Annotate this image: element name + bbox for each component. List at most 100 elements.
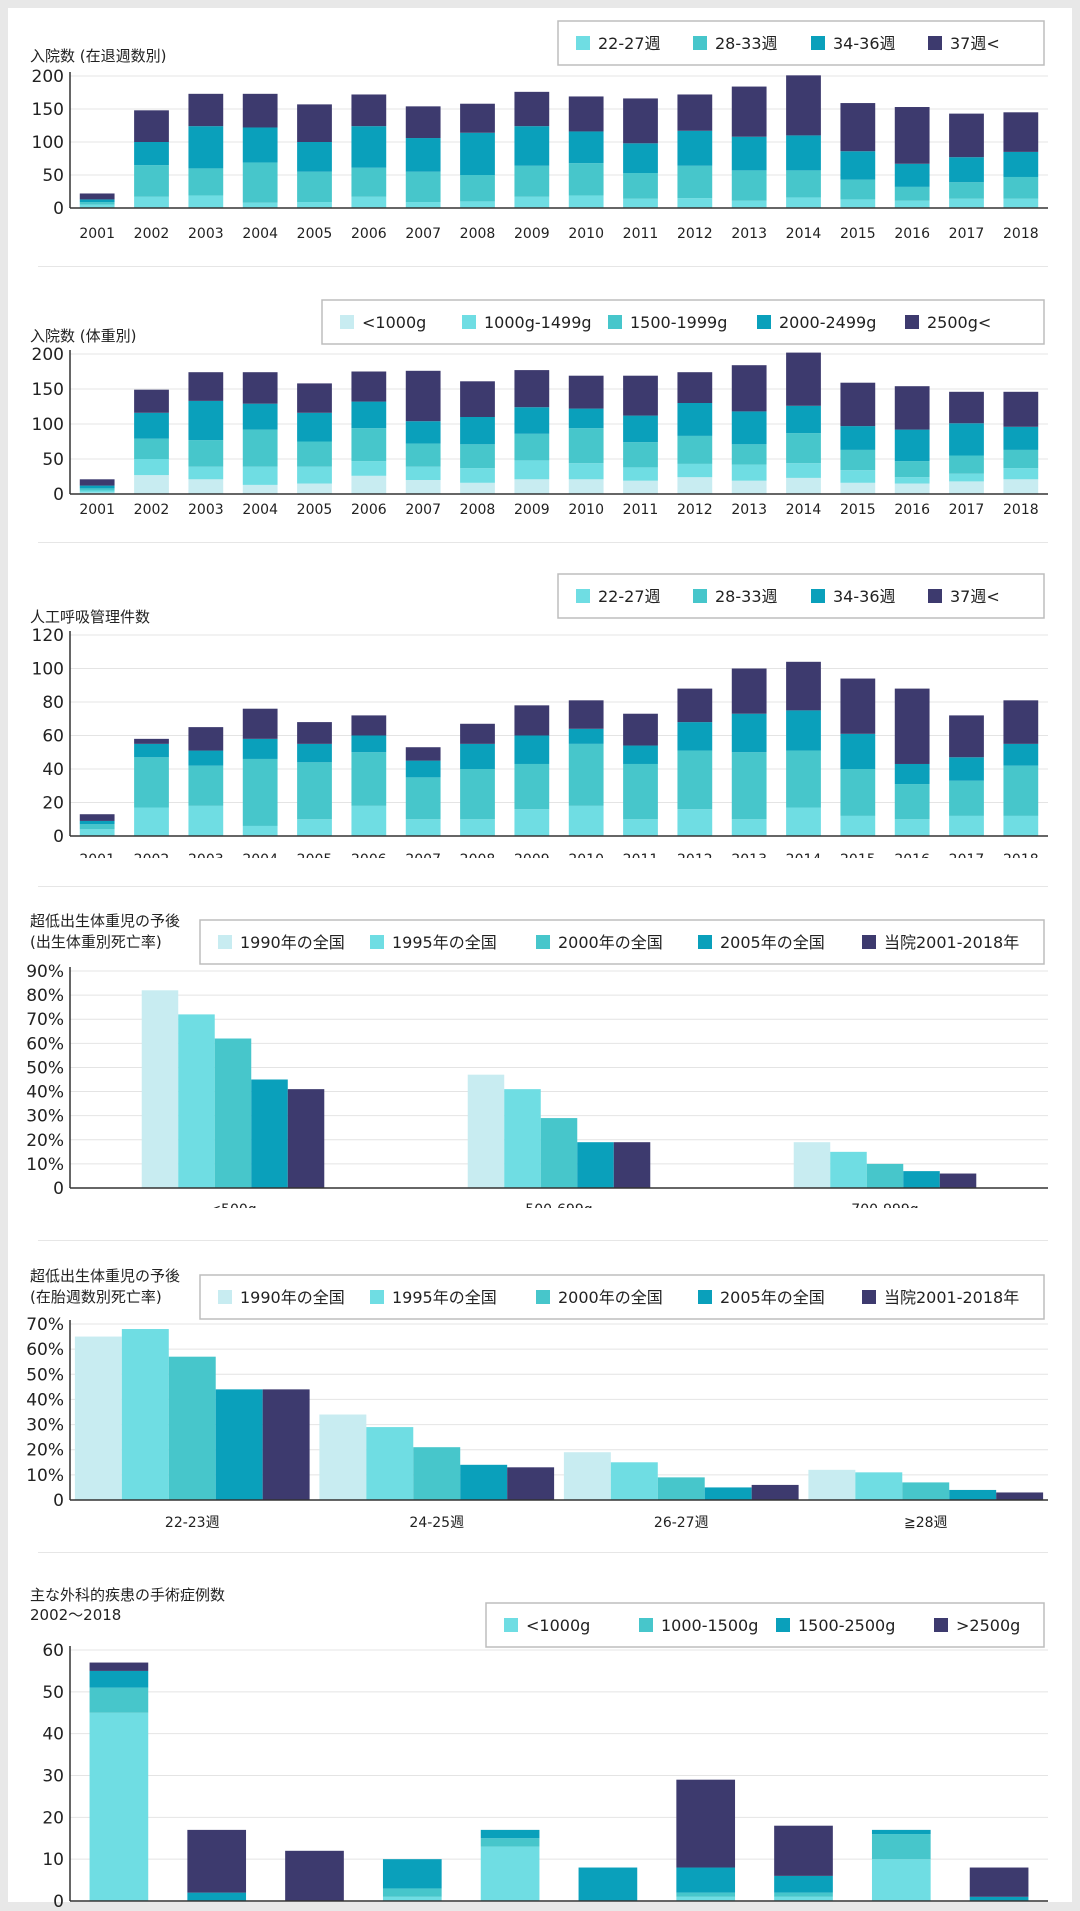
bar	[540, 1118, 578, 1188]
bar-segment	[786, 135, 821, 171]
bar	[855, 1472, 903, 1500]
chart-title: 超低出生体重児の予後	[30, 912, 180, 930]
x-tick-label: 2018	[1003, 226, 1039, 238]
bar	[577, 1142, 614, 1188]
bar-segment	[297, 104, 332, 142]
bar	[613, 1142, 651, 1188]
legend-swatch	[639, 1618, 653, 1632]
bar-segment	[894, 163, 930, 187]
chart-title: 入院数 (体重別)	[30, 327, 136, 345]
bar-segment	[677, 130, 713, 166]
x-tick-label: 2005	[297, 226, 333, 238]
legend-box	[199, 1274, 1045, 1320]
bar-segment	[242, 758, 278, 826]
bar-segment	[894, 477, 930, 484]
legend-label: 1500-1999g	[630, 313, 727, 332]
bar-segment	[460, 468, 495, 483]
bar-segment	[297, 466, 332, 484]
bar-segment	[382, 1896, 442, 1901]
bar	[121, 1329, 169, 1500]
bar-segment	[79, 814, 115, 821]
legend-swatch	[757, 315, 771, 329]
bar-segment	[623, 415, 658, 443]
bar-segment	[949, 157, 984, 183]
bar-segment	[774, 1892, 833, 1897]
bar-segment	[89, 1662, 149, 1671]
bar-segment	[894, 819, 930, 836]
bar	[460, 1464, 508, 1500]
bar-segment	[242, 202, 278, 208]
bar-segment	[460, 482, 495, 494]
bar-segment	[351, 94, 387, 127]
bar	[413, 1447, 461, 1500]
y-tick-label: 20%	[26, 1441, 64, 1461]
bar-segment	[134, 389, 169, 413]
x-tick-label: 2001	[79, 852, 115, 858]
y-tick-label: 60%	[26, 1340, 64, 1360]
y-tick-label: 40	[42, 760, 64, 780]
bar-segment	[188, 440, 224, 467]
x-tick-label: 2004	[242, 502, 278, 514]
x-tick-label: 2018	[1003, 502, 1039, 514]
bar-segment	[514, 370, 550, 408]
x-tick-label: 2007	[405, 226, 441, 238]
bar-segment	[79, 204, 115, 208]
bar-segment	[79, 485, 115, 489]
chart-mortality-by-birthweight: 超低出生体重児の予後 (出生体重別死亡率) 0 10% 20% 30% 40% 50% 60% 7…	[26, 912, 1048, 1208]
bar-segment	[969, 1867, 1029, 1897]
legend-label: 当院2001-2018年	[884, 933, 1019, 952]
bar-segment	[405, 171, 441, 203]
bar-segment	[405, 421, 441, 444]
bar-segment	[840, 199, 876, 208]
x-tick-label: 2006	[351, 226, 387, 238]
y-tick-label: 0	[53, 1491, 64, 1511]
bar-segment	[79, 490, 115, 493]
bar-segment	[405, 202, 441, 208]
y-tick-label: 50%	[26, 1365, 64, 1385]
bar-segment	[242, 484, 278, 494]
x-tick-label: 2016	[894, 852, 930, 858]
bar-segment	[188, 195, 224, 208]
legend-label: 37週<	[950, 34, 1000, 53]
x-tick-label: 2007	[405, 502, 441, 514]
bar-segment	[894, 429, 930, 462]
legend-label: 34-36週	[833, 34, 896, 53]
bar-segment	[1003, 112, 1039, 152]
bar-segment	[514, 407, 550, 434]
bar-segment	[676, 1892, 736, 1897]
chart-title: (出生体重別死亡率)	[30, 933, 162, 951]
y-tick-label: 100	[32, 415, 64, 435]
legend-label: 22-27週	[598, 34, 661, 53]
bar-segment	[1003, 198, 1039, 208]
x-tick-label: 24-25週	[409, 1515, 464, 1531]
bar-segment	[840, 151, 876, 180]
bar-segment	[568, 463, 604, 480]
bar-segment	[134, 196, 169, 208]
bar-segment	[297, 762, 332, 820]
bar-segment	[351, 196, 387, 208]
bar-segment	[351, 715, 387, 736]
bar-segment	[460, 819, 495, 836]
bar-segment	[894, 784, 930, 820]
bar-segment	[568, 743, 604, 806]
divider	[38, 1240, 1048, 1241]
bar	[939, 1173, 977, 1188]
bar-segment	[623, 143, 658, 174]
bar	[366, 1427, 414, 1500]
bar-segment	[351, 167, 387, 197]
legend-label: 1000-1500g	[661, 1616, 758, 1635]
y-tick-label: 150	[32, 380, 64, 400]
legend-swatch	[693, 36, 707, 50]
bar-segment	[840, 426, 876, 450]
bar	[507, 1467, 555, 1500]
legend-label: 1500-2500g	[798, 1616, 895, 1635]
chart-admissions-by-weight: 入院数 (体重別) 0 50 100 150 200 2001 2002 2003 2004 200…	[30, 299, 1048, 514]
bar-segment	[677, 435, 713, 464]
bar-segment	[134, 110, 169, 142]
bar-segment	[677, 372, 713, 403]
x-tick-label: 500-699g	[525, 1202, 592, 1208]
chart-title: (在胎週数別死亡率)	[30, 1288, 162, 1306]
bar-segment	[460, 743, 495, 769]
bar-segment	[568, 408, 604, 429]
legend-label: 2500g<	[927, 313, 991, 332]
